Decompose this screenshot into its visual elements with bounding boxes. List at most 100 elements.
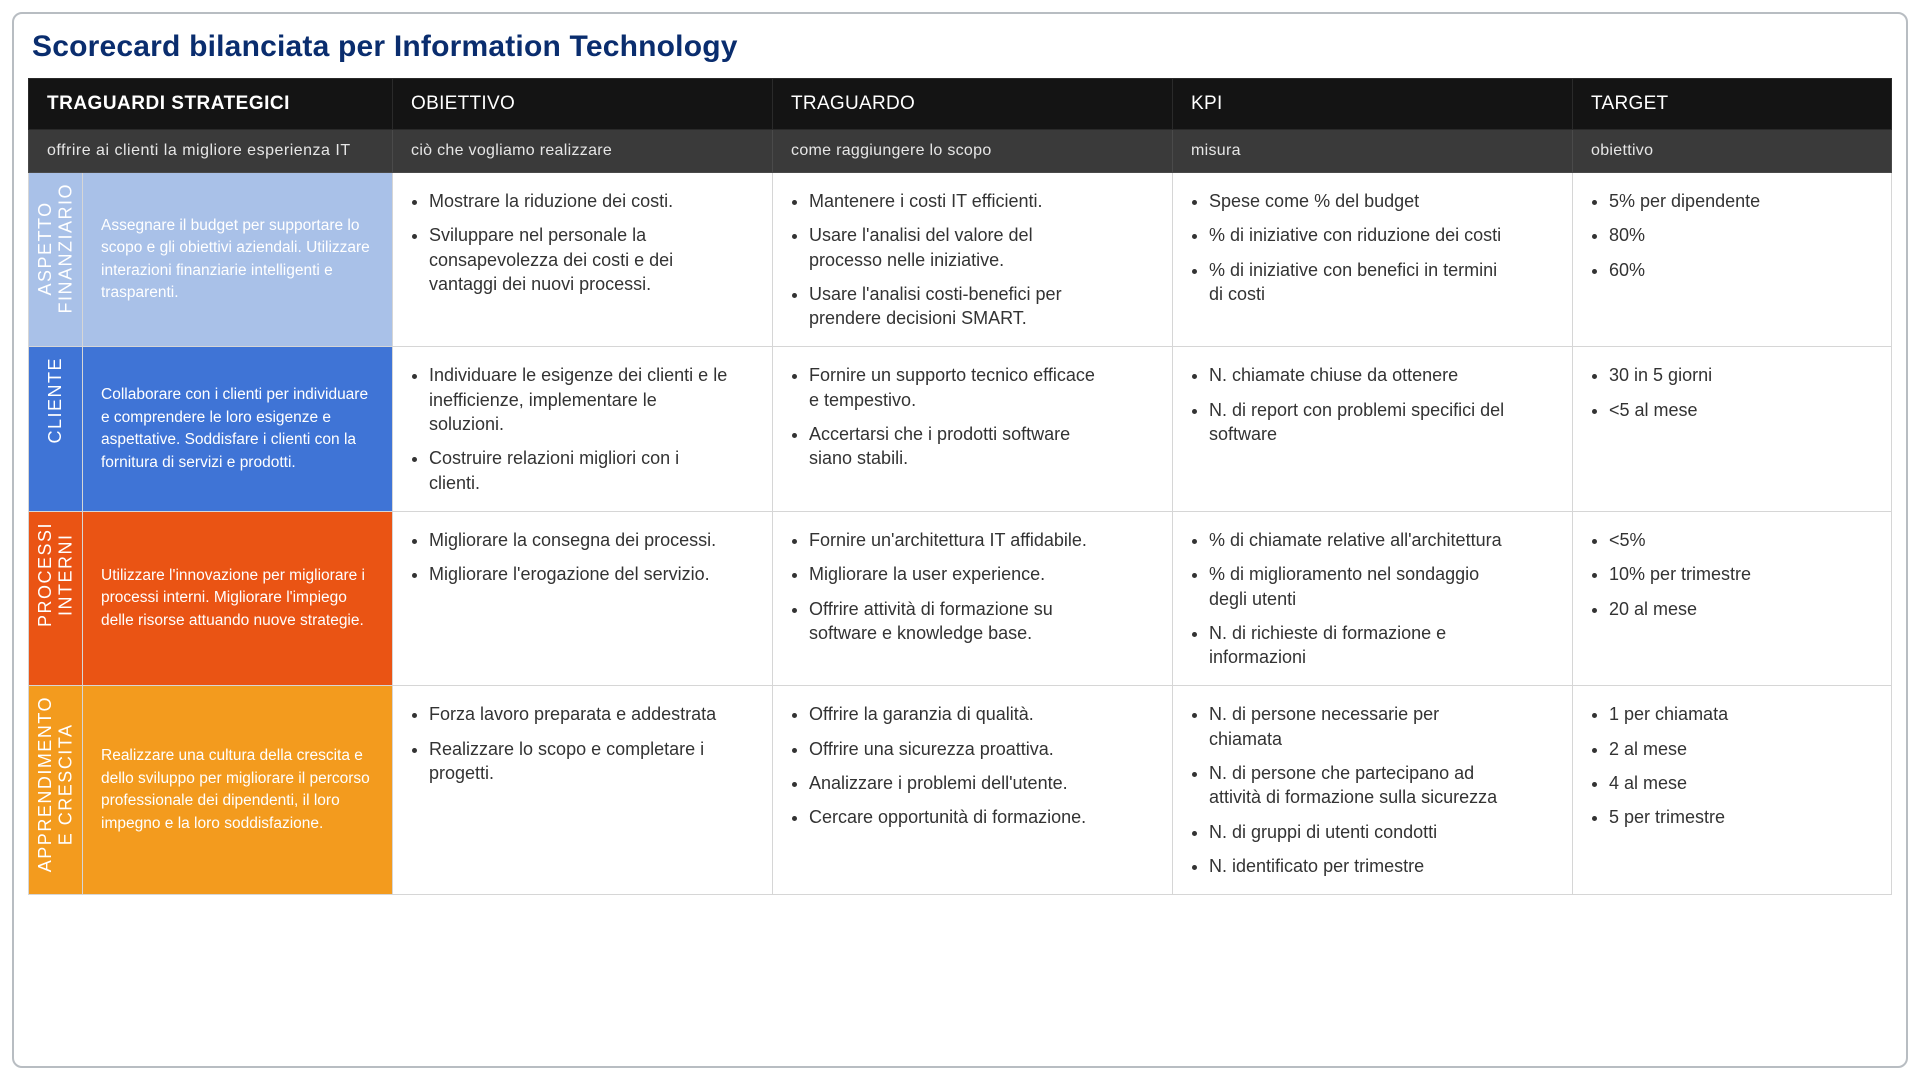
bullet-item: 5% per dipendente bbox=[1609, 189, 1871, 213]
col-sub-strategic: offrire ai clienti la migliore esperienz… bbox=[29, 130, 393, 173]
perspective-row-finanziario: ASPETTO FINANZIARIOAssegnare il budget p… bbox=[29, 173, 1892, 347]
bullet-item: % di chiamate relative all'architettura bbox=[1209, 528, 1509, 552]
perspective-desc-cliente: Collaborare con i clienti per individuar… bbox=[83, 347, 393, 511]
bullet-list: 30 in 5 giorni <5 al mese bbox=[1587, 363, 1871, 422]
perspective-desc-finanziario: Assegnare il budget per supportare lo sc… bbox=[83, 173, 393, 347]
perspective-tab-cliente: CLIENTE bbox=[29, 347, 83, 511]
bullet-item: Usare l'analisi costi-benefici per prend… bbox=[809, 282, 1109, 331]
scorecard-table: TRAGUARDI STRATEGICI OBIETTIVO TRAGUARDO… bbox=[28, 78, 1892, 895]
table-header: TRAGUARDI STRATEGICI OBIETTIVO TRAGUARDO… bbox=[29, 79, 1892, 173]
bullet-item: Mostrare la riduzione dei costi. bbox=[429, 189, 729, 213]
table-body: ASPETTO FINANZIARIOAssegnare il budget p… bbox=[29, 173, 1892, 895]
bullet-list: Fornire un supporto tecnico efficace e t… bbox=[787, 363, 1152, 470]
bullet-item: 1 per chiamata bbox=[1609, 702, 1871, 726]
cell-processi-traguardo: Fornire un'architettura IT affidabile. Mi… bbox=[773, 511, 1173, 685]
bullet-item: Fornire un'architettura IT affidabile. bbox=[809, 528, 1109, 552]
bullet-list: Mostrare la riduzione dei costi. Sviluppa… bbox=[407, 189, 752, 296]
cell-finanziario-obiettivo: Mostrare la riduzione dei costi. Sviluppa… bbox=[393, 173, 773, 347]
bullet-item: Cercare opportunità di formazione. bbox=[809, 805, 1109, 829]
bullet-item: 30 in 5 giorni bbox=[1609, 363, 1871, 387]
bullet-item: 5 per trimestre bbox=[1609, 805, 1871, 829]
bullet-item: % di iniziative con benefici in termini … bbox=[1209, 258, 1509, 307]
cell-apprendimento-kpi: N. di persone necessarie per chiamata N. … bbox=[1173, 686, 1573, 895]
bullet-list: Mantenere i costi IT efficienti. Usare l'… bbox=[787, 189, 1152, 330]
perspective-tab-apprendimento: APPRENDIMENTO E CRESCITA bbox=[29, 686, 83, 895]
bullet-item: % di miglioramento nel sondaggio degli u… bbox=[1209, 562, 1509, 611]
bullet-list: Forza lavoro preparata e addestrata Reali… bbox=[407, 702, 752, 785]
bullet-item: Fornire un supporto tecnico efficace e t… bbox=[809, 363, 1109, 412]
col-header-target: TARGET bbox=[1573, 79, 1892, 130]
bullet-item: Costruire relazioni migliori con i clien… bbox=[429, 446, 729, 495]
bullet-item: Forza lavoro preparata e addestrata bbox=[429, 702, 729, 726]
col-header-traguardo: TRAGUARDO bbox=[773, 79, 1173, 130]
perspective-desc-apprendimento: Realizzare una cultura della crescita e … bbox=[83, 686, 393, 895]
bullet-list: Spese come % del budget % di iniziative c… bbox=[1187, 189, 1552, 306]
cell-apprendimento-target: 1 per chiamata 2 al mese 4 al mese 5 per tr… bbox=[1573, 686, 1892, 895]
bullet-item: Mantenere i costi IT efficienti. bbox=[809, 189, 1109, 213]
perspective-row-apprendimento: APPRENDIMENTO E CRESCITARealizzare una c… bbox=[29, 686, 1892, 895]
cell-apprendimento-traguardo: Offrire la garanzia di qualità. Offrire u… bbox=[773, 686, 1173, 895]
bullet-list: 5% per dipendente 80% 60% bbox=[1587, 189, 1871, 282]
perspective-tab-label: CLIENTE bbox=[45, 347, 66, 454]
bullet-item: 4 al mese bbox=[1609, 771, 1871, 795]
bullet-item: N. identificato per trimestre bbox=[1209, 854, 1509, 878]
bullet-item: Realizzare lo scopo e completare i proge… bbox=[429, 737, 729, 786]
bullet-item: 80% bbox=[1609, 223, 1871, 247]
col-sub-obiettivo: ciò che vogliamo realizzare bbox=[393, 130, 773, 173]
cell-cliente-traguardo: Fornire un supporto tecnico efficace e t… bbox=[773, 347, 1173, 511]
cell-cliente-target: 30 in 5 giorni <5 al mese bbox=[1573, 347, 1892, 511]
bullet-item: Sviluppare nel personale la consapevolez… bbox=[429, 223, 729, 296]
bullet-item: Offrire la garanzia di qualità. bbox=[809, 702, 1109, 726]
col-sub-traguardo: come raggiungere lo scopo bbox=[773, 130, 1173, 173]
bullet-item: Offrire attività di formazione su softwa… bbox=[809, 597, 1109, 646]
bullet-item: Analizzare i problemi dell'utente. bbox=[809, 771, 1109, 795]
col-header-strategic: TRAGUARDI STRATEGICI bbox=[29, 79, 393, 130]
cell-cliente-kpi: N. chiamate chiuse da ottenere N. di repo… bbox=[1173, 347, 1573, 511]
bullet-list: N. chiamate chiuse da ottenere N. di repo… bbox=[1187, 363, 1552, 446]
bullet-list: Offrire la garanzia di qualità. Offrire u… bbox=[787, 702, 1152, 829]
bullet-item: Migliorare la consegna dei processi. bbox=[429, 528, 729, 552]
bullet-item: <5% bbox=[1609, 528, 1871, 552]
bullet-item: 2 al mese bbox=[1609, 737, 1871, 761]
perspective-tab-processi: PROCESSI INTERNI bbox=[29, 511, 83, 685]
bullet-item: 60% bbox=[1609, 258, 1871, 282]
cell-processi-obiettivo: Migliorare la consegna dei processi.Migl… bbox=[393, 511, 773, 685]
bullet-item: N. di persone che partecipano ad attivit… bbox=[1209, 761, 1509, 810]
bullet-item: Migliorare la user experience. bbox=[809, 562, 1109, 586]
col-sub-target: obiettivo bbox=[1573, 130, 1892, 173]
bullet-list: Migliorare la consegna dei processi.Migl… bbox=[407, 528, 752, 587]
scorecard-frame: Scorecard bilanciata per Information Tec… bbox=[12, 12, 1908, 1068]
bullet-item: Usare l'analisi del valore del processo … bbox=[809, 223, 1109, 272]
perspective-desc-processi: Utilizzare l'innovazione per migliorare … bbox=[83, 511, 393, 685]
col-header-obiettivo: OBIETTIVO bbox=[393, 79, 773, 130]
cell-processi-target: <5%10% per trimestre20 al mese bbox=[1573, 511, 1892, 685]
perspective-tab-label: ASPETTO FINANZIARIO bbox=[35, 173, 76, 324]
bullet-item: N. di gruppi di utenti condotti bbox=[1209, 820, 1509, 844]
perspective-row-processi: PROCESSI INTERNIUtilizzare l'innovazione… bbox=[29, 511, 1892, 685]
bullet-list: N. di persone necessarie per chiamata N. … bbox=[1187, 702, 1552, 878]
bullet-item: N. chiamate chiuse da ottenere bbox=[1209, 363, 1509, 387]
bullet-item: Offrire una sicurezza proattiva. bbox=[809, 737, 1109, 761]
cell-processi-kpi: % di chiamate relative all'architettura%… bbox=[1173, 511, 1573, 685]
bullet-list: <5%10% per trimestre20 al mese bbox=[1587, 528, 1871, 621]
perspective-row-cliente: CLIENTE Collaborare con i clienti per ind… bbox=[29, 347, 1892, 511]
bullet-item: Spese come % del budget bbox=[1209, 189, 1509, 213]
bullet-list: % di chiamate relative all'architettura%… bbox=[1187, 528, 1552, 669]
bullet-item: <5 al mese bbox=[1609, 398, 1871, 422]
bullet-list: 1 per chiamata 2 al mese 4 al mese 5 per tr… bbox=[1587, 702, 1871, 829]
col-header-kpi: KPI bbox=[1173, 79, 1573, 130]
col-sub-kpi: misura bbox=[1173, 130, 1573, 173]
bullet-item: Accertarsi che i prodotti software siano… bbox=[809, 422, 1109, 471]
perspective-tab-label: APPRENDIMENTO E CRESCITA bbox=[35, 686, 76, 882]
bullet-item: N. di report con problemi specifici del … bbox=[1209, 398, 1509, 447]
bullet-item: Individuare le esigenze dei clienti e le… bbox=[429, 363, 729, 436]
cell-cliente-obiettivo: Individuare le esigenze dei clienti e le… bbox=[393, 347, 773, 511]
bullet-list: Individuare le esigenze dei clienti e le… bbox=[407, 363, 752, 494]
bullet-item: N. di persone necessarie per chiamata bbox=[1209, 702, 1509, 751]
cell-finanziario-kpi: Spese come % del budget % di iniziative c… bbox=[1173, 173, 1573, 347]
page-title: Scorecard bilanciata per Information Tec… bbox=[32, 30, 1892, 64]
bullet-item: N. di richieste di formazione e informaz… bbox=[1209, 621, 1509, 670]
cell-finanziario-target: 5% per dipendente 80% 60% bbox=[1573, 173, 1892, 347]
perspective-tab-label: PROCESSI INTERNI bbox=[35, 512, 76, 637]
cell-finanziario-traguardo: Mantenere i costi IT efficienti. Usare l'… bbox=[773, 173, 1173, 347]
